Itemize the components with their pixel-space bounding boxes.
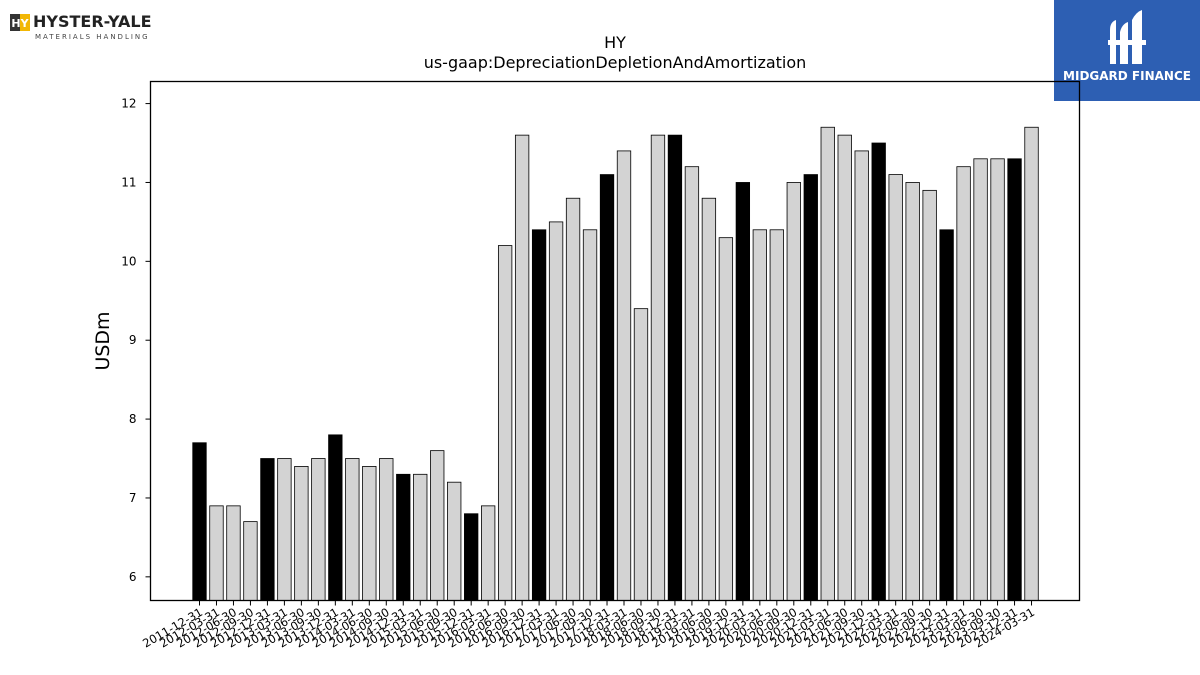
- bar-2012-12-31: [260, 458, 275, 601]
- bar-2021-03-31: [820, 126, 835, 601]
- bar-2019-06-30: [701, 197, 717, 601]
- bar-2012-09-30: [243, 521, 258, 601]
- bar-2014-09-30: [379, 458, 394, 601]
- midgard-finance-name: MIDGARD FINANCE: [1063, 69, 1191, 83]
- bar-2021-09-30: [854, 150, 869, 601]
- bar-2015-03-31: [413, 473, 428, 601]
- bar-2013-09-30: [311, 458, 326, 601]
- bar-2023-03-31: [956, 166, 971, 601]
- chart-subtitle: us-gaap:DepreciationDepletionAndAmortiza…: [424, 53, 807, 72]
- y-tick-label: 10: [121, 254, 136, 268]
- bar-2013-06-30: [294, 466, 309, 601]
- y-tick-label: 12: [121, 97, 136, 111]
- bar-2018-03-31: [616, 150, 632, 601]
- bar-2018-12-31: [667, 134, 683, 601]
- hyster-yale-tagline: MATERIALS HANDLING: [35, 33, 150, 41]
- midgard-finance-logo: MIDGARD FINANCE: [1054, 0, 1200, 101]
- bar-2019-09-30: [718, 237, 734, 601]
- bar-2021-06-30: [837, 134, 852, 601]
- bar-2024-03-31: [1024, 126, 1039, 601]
- bar-2018-09-30: [650, 134, 666, 601]
- bar-2019-03-31: [684, 166, 700, 601]
- bar-2021-12-31: [871, 142, 886, 601]
- bar-2023-12-31: [1007, 158, 1022, 601]
- bar-2013-03-31: [277, 458, 292, 601]
- bar-2014-03-31: [345, 458, 360, 601]
- bar-2014-06-30: [362, 466, 377, 601]
- bar-2022-09-30: [922, 189, 937, 601]
- y-tick-label: 6: [129, 570, 137, 584]
- chart-title: HY: [604, 33, 626, 52]
- bar-2015-09-30: [447, 481, 462, 601]
- bar-2012-03-31: [209, 505, 224, 601]
- bar-2017-12-31: [599, 174, 615, 601]
- x-axis-ticks: 2011-12-312012-03-312012-06-302012-09-30…: [140, 600, 1037, 651]
- bar-2017-03-31: [548, 221, 564, 601]
- bar-2020-03-31: [752, 229, 767, 601]
- bar-2020-09-30: [786, 182, 801, 601]
- y-tick-label: 9: [129, 333, 137, 347]
- bar-2017-09-30: [582, 229, 598, 601]
- bar-2020-06-30: [769, 229, 784, 601]
- bar-2022-06-30: [905, 182, 920, 601]
- bar-2019-12-31: [735, 182, 751, 601]
- bar-2023-09-30: [990, 158, 1005, 601]
- bar-2013-12-31: [328, 434, 343, 601]
- bar-2023-06-30: [973, 158, 988, 601]
- bar-2016-06-30: [497, 245, 513, 601]
- bar-2016-09-30: [514, 134, 530, 601]
- plot-frame: [149, 80, 1081, 602]
- bar-2015-12-31: [464, 513, 479, 601]
- bar-2016-12-31: [531, 229, 547, 601]
- bar-2012-06-30: [226, 505, 241, 601]
- y-axis-label: USDm: [92, 311, 114, 370]
- bar-2018-06-30: [633, 308, 649, 601]
- y-tick-label: 8: [129, 412, 137, 426]
- bar-2011-12-31: [192, 442, 207, 601]
- bar-2022-12-31: [939, 229, 954, 601]
- bar-2017-06-30: [565, 197, 581, 601]
- bar-2020-12-31: [803, 174, 818, 601]
- hyster-yale-name: HYSTER-YALE: [33, 12, 152, 31]
- y-tick-label: 11: [121, 175, 136, 189]
- y-axis-ticks: 6 7 8 9 10 11 12: [121, 97, 151, 584]
- bar-2014-12-31: [396, 473, 411, 601]
- hyster-yale-logo: HY HYSTER-YALE MATERIALS HANDLING: [8, 8, 158, 48]
- hyster-yale-mark-icon: HY: [10, 14, 30, 31]
- bar-2015-06-30: [430, 450, 445, 601]
- bar-2022-03-31: [888, 174, 903, 601]
- bar-2016-03-31: [481, 505, 496, 601]
- hy-mark-text: HY: [11, 17, 29, 30]
- bars-group: [192, 126, 1039, 601]
- y-tick-label: 7: [129, 491, 137, 505]
- midgard-mark-icon: [1108, 10, 1146, 64]
